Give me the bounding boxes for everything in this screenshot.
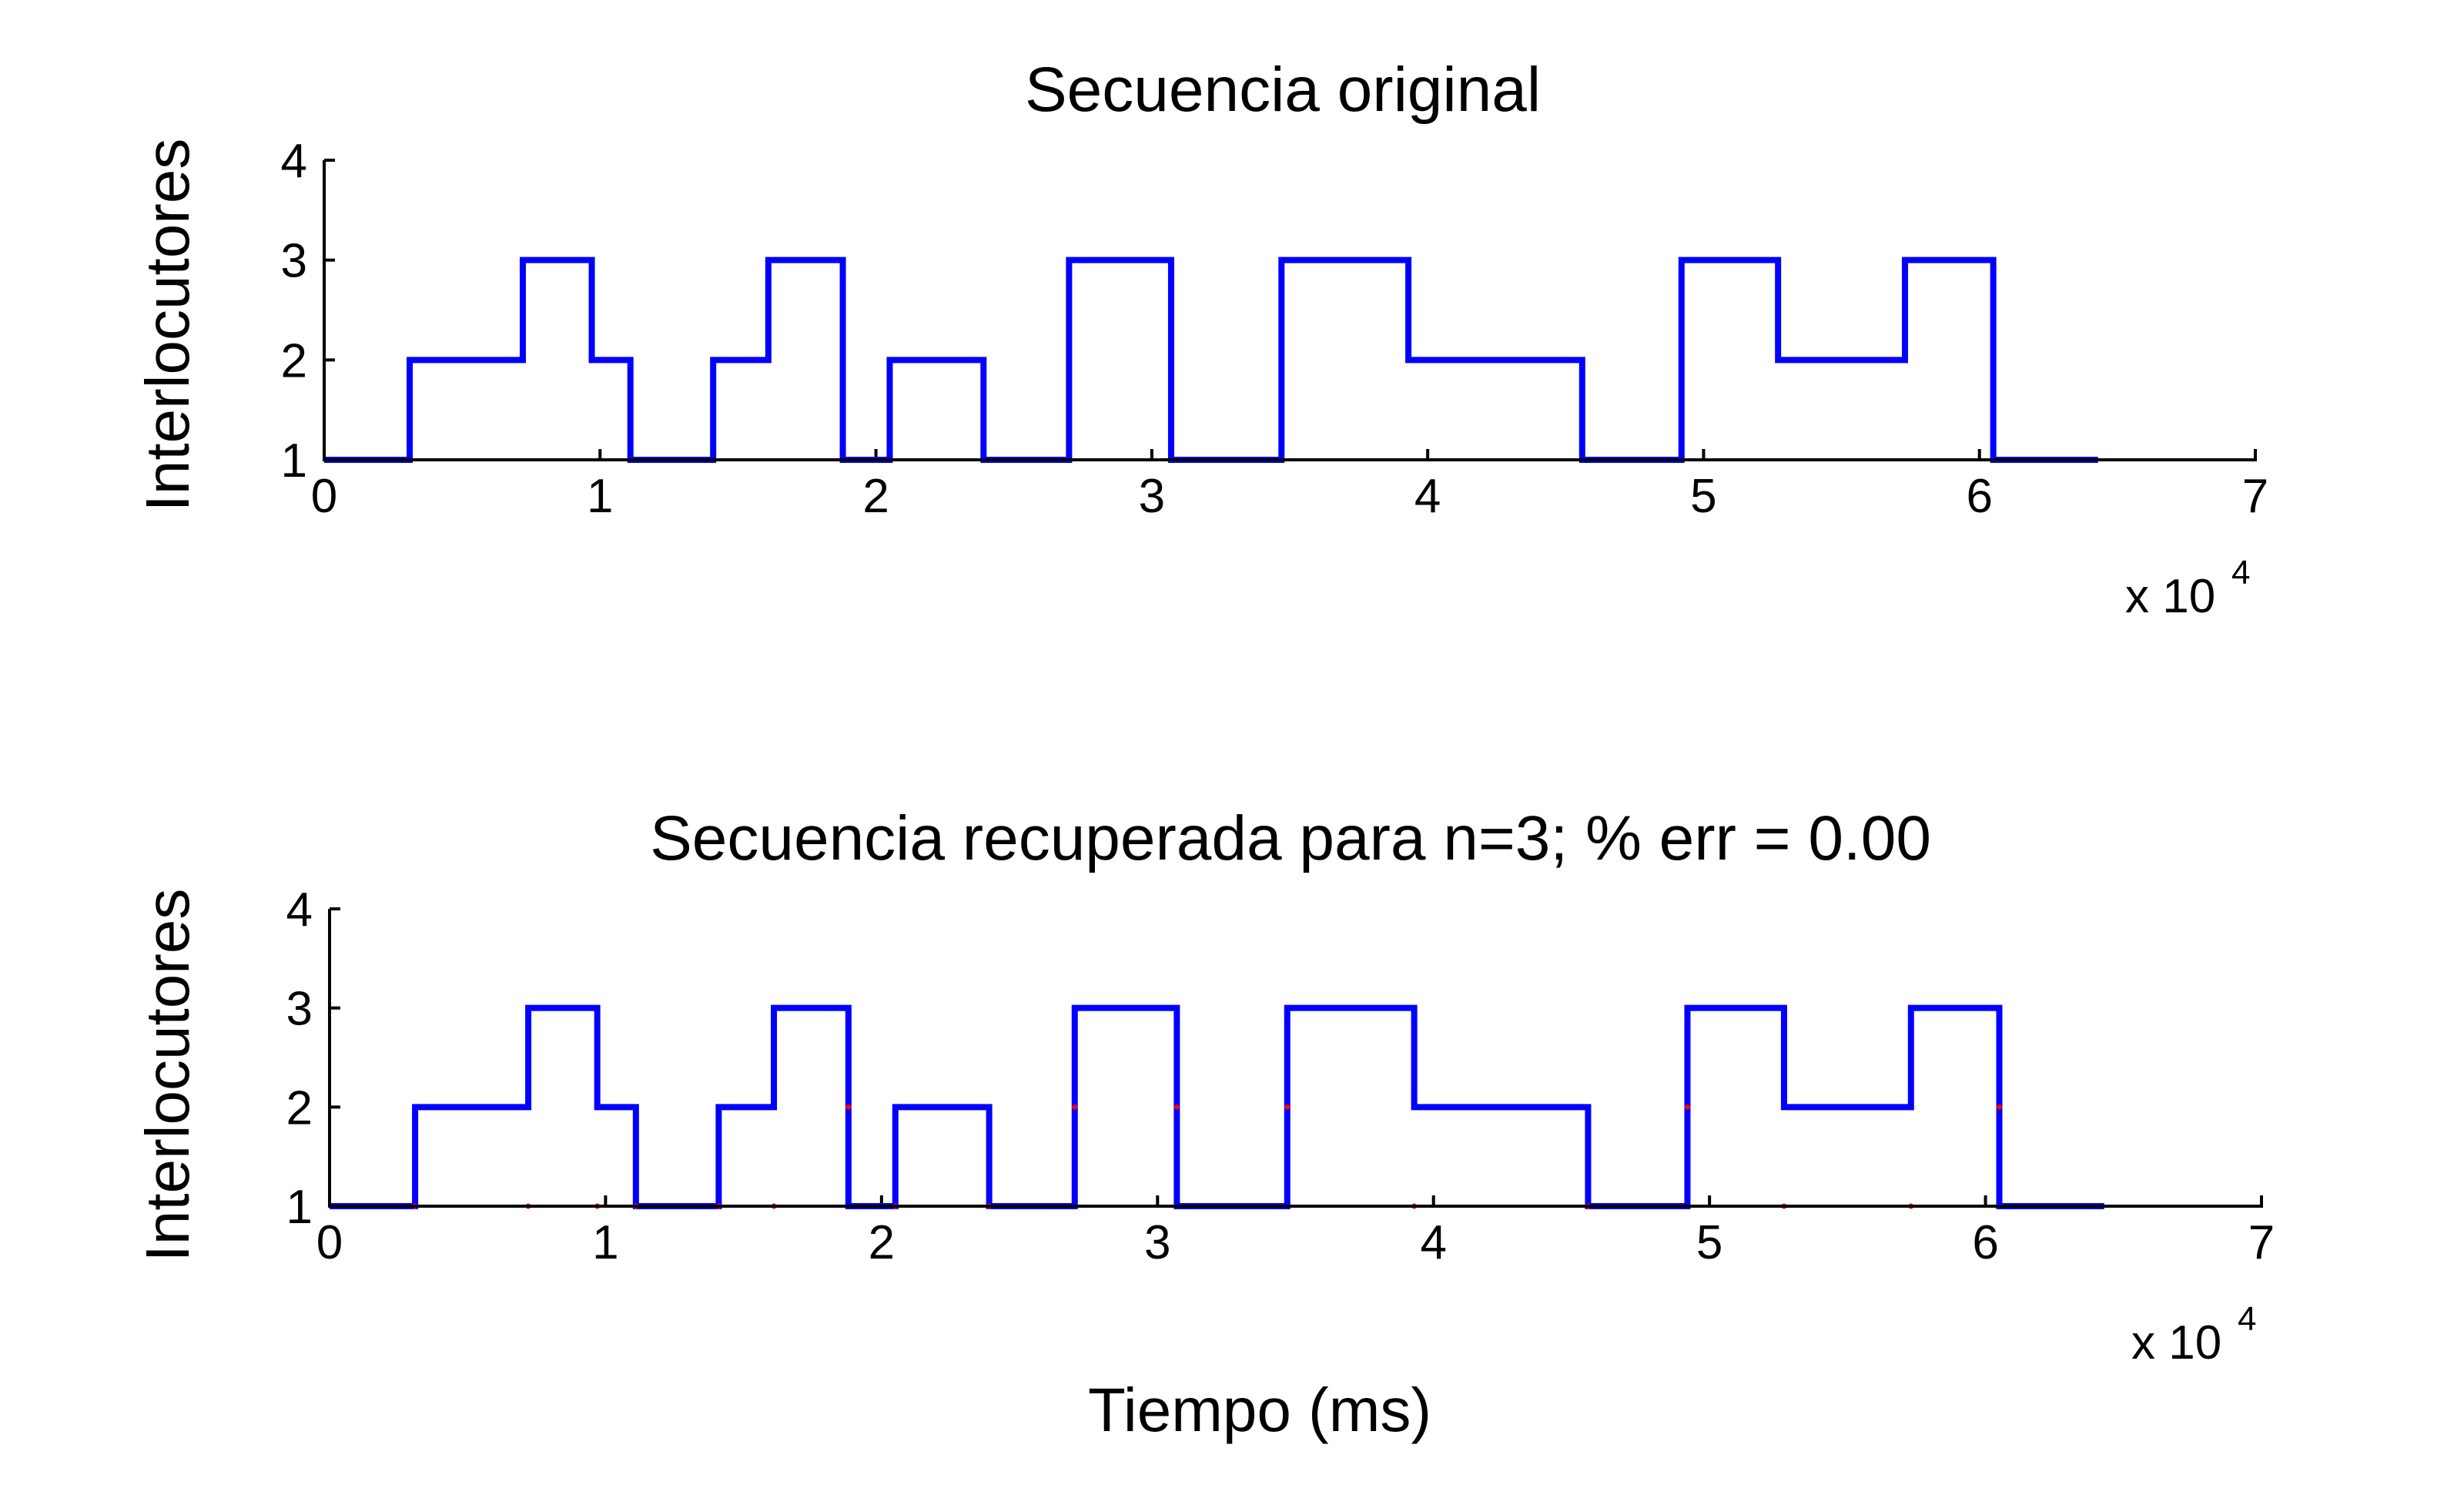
change-point-marker — [1284, 1104, 1291, 1110]
x-tick-label: 0 — [311, 470, 337, 523]
axes-frame — [323, 160, 2257, 461]
x-tick-label: 7 — [2242, 470, 2268, 523]
x-tick-label: 1 — [592, 1216, 618, 1269]
y-axis-label: Interlocutores — [133, 139, 202, 512]
change-point-marker — [1173, 1104, 1180, 1110]
x-tick-label: 4 — [1420, 1216, 1446, 1269]
x-tick-label: 5 — [1696, 1216, 1722, 1269]
change-point-marker — [845, 1104, 852, 1110]
y-tick-label: 1 — [286, 1181, 313, 1234]
x-tick-label: 2 — [869, 1216, 895, 1269]
y-tick-label: 2 — [281, 334, 307, 387]
x-tick-label: 5 — [1690, 470, 1716, 523]
x-tick-label: 3 — [1144, 1216, 1170, 1269]
x-multiplier-base: x 10 — [2131, 1316, 2221, 1369]
subplot-recovered: Secuencia recuperada para n=3; % err = 0… — [133, 803, 2275, 1444]
chart-title: Secuencia original — [1025, 55, 1541, 125]
y-tick-label: 4 — [286, 883, 313, 937]
x-tick-label: 0 — [316, 1216, 343, 1269]
x-axis-label: Tiempo (ms) — [1088, 1376, 1431, 1444]
y-axis-label: Interlocutores — [133, 889, 202, 1262]
y-tick-label: 1 — [281, 434, 307, 488]
change-point-marker — [1684, 1104, 1690, 1110]
y-tick-label: 3 — [286, 983, 313, 1036]
x-tick-label: 3 — [1139, 470, 1165, 523]
x-tick-label: 6 — [1972, 1216, 1998, 1269]
x-tick-label: 4 — [1414, 470, 1441, 523]
x-tick-label: 6 — [1966, 470, 1992, 523]
x-tick-label: 7 — [2248, 1216, 2275, 1269]
change-point-marker — [1996, 1104, 2002, 1110]
x-tick-label: 2 — [862, 470, 889, 523]
x-multiplier: x 10 4 — [2131, 1300, 2256, 1369]
x-multiplier: x 10 4 — [2125, 554, 2250, 623]
x-tick-label: 1 — [587, 470, 613, 523]
axes-frame — [328, 909, 2263, 1208]
change-point-marker — [1072, 1104, 1078, 1110]
x-multiplier-exponent: 4 — [2238, 1300, 2256, 1338]
y-tick-label: 2 — [286, 1081, 313, 1135]
y-tick-label: 3 — [281, 235, 307, 288]
x-multiplier-base: x 10 — [2125, 570, 2215, 623]
y-tick-label: 4 — [281, 135, 307, 188]
chart-title: Secuencia recuperada para n=3; % err = 0… — [650, 803, 1931, 873]
x-multiplier-exponent: 4 — [2231, 554, 2250, 592]
